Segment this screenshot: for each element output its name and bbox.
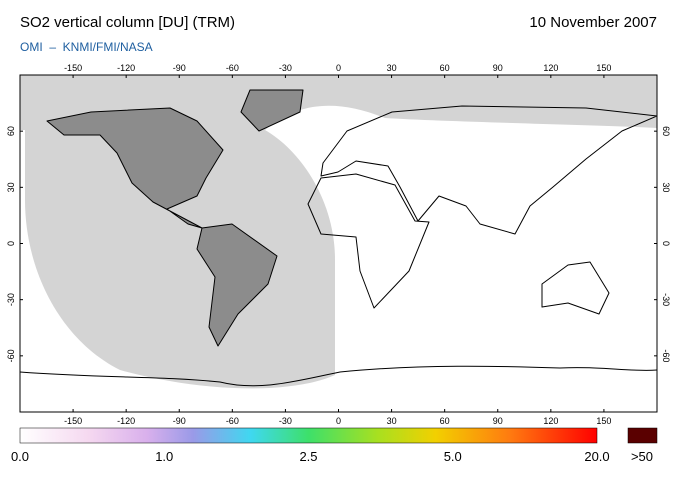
lon-label-bottom: -30 bbox=[279, 416, 292, 426]
lon-label-top: -90 bbox=[173, 63, 186, 73]
lon-label-bottom: 90 bbox=[493, 416, 503, 426]
eurasia bbox=[320, 105, 657, 235]
lat-label-left: 30 bbox=[6, 182, 16, 192]
lon-label-top: 0 bbox=[336, 63, 341, 73]
colorbar-label: 1.0 bbox=[155, 449, 173, 464]
colorbar bbox=[19, 427, 598, 444]
lon-label-bottom: 150 bbox=[596, 416, 611, 426]
coastlines bbox=[20, 89, 657, 387]
map bbox=[20, 75, 657, 412]
lat-label-right: -30 bbox=[661, 293, 671, 306]
lat-label-right: 60 bbox=[661, 126, 671, 136]
colorbar-label: 5.0 bbox=[444, 449, 462, 464]
lon-label-bottom: -120 bbox=[117, 416, 135, 426]
lon-label-bottom: 30 bbox=[387, 416, 397, 426]
lon-label-top: 30 bbox=[387, 63, 397, 73]
australia bbox=[541, 261, 610, 315]
colorbar-overflow-label: >50 bbox=[631, 449, 653, 464]
lon-label-top: 90 bbox=[493, 63, 503, 73]
lon-label-top: 150 bbox=[596, 63, 611, 73]
lon-label-bottom: 60 bbox=[440, 416, 450, 426]
lat-label-left: -60 bbox=[6, 349, 16, 362]
africa bbox=[307, 173, 430, 309]
greenland bbox=[240, 89, 304, 132]
lat-label-right: -60 bbox=[661, 349, 671, 362]
lat-label-right: 0 bbox=[661, 241, 671, 246]
colorbar-label: 20.0 bbox=[584, 449, 609, 464]
colorbar-overflow bbox=[627, 427, 658, 444]
lat-label-left: 0 bbox=[6, 241, 16, 246]
lon-label-top: 60 bbox=[440, 63, 450, 73]
south-america bbox=[196, 223, 278, 347]
lat-label-left: 60 bbox=[6, 126, 16, 136]
lon-label-bottom: -150 bbox=[64, 416, 82, 426]
title: SO2 vertical column [DU] (TRM) bbox=[20, 14, 235, 31]
lon-label-bottom: 0 bbox=[336, 416, 341, 426]
date: 10 November 2007 bbox=[529, 14, 657, 31]
antarctica bbox=[20, 365, 657, 387]
lon-label-top: 120 bbox=[543, 63, 558, 73]
lon-label-top: -60 bbox=[226, 63, 239, 73]
lon-label-bottom: -90 bbox=[173, 416, 186, 426]
lon-label-top: -30 bbox=[279, 63, 292, 73]
lat-label-right: 30 bbox=[661, 182, 671, 192]
lat-label-left: -30 bbox=[6, 293, 16, 306]
night-no-data bbox=[25, 130, 335, 389]
colorbar-label: 2.5 bbox=[299, 449, 317, 464]
north-america bbox=[46, 107, 224, 229]
lon-label-bottom: -60 bbox=[226, 416, 239, 426]
lon-label-top: -120 bbox=[117, 63, 135, 73]
colorbar-label: 0.0 bbox=[11, 449, 29, 464]
lon-label-top: -150 bbox=[64, 63, 82, 73]
lon-label-bottom: 120 bbox=[543, 416, 558, 426]
source: OMI – KNMI/FMI/NASA bbox=[20, 40, 153, 54]
